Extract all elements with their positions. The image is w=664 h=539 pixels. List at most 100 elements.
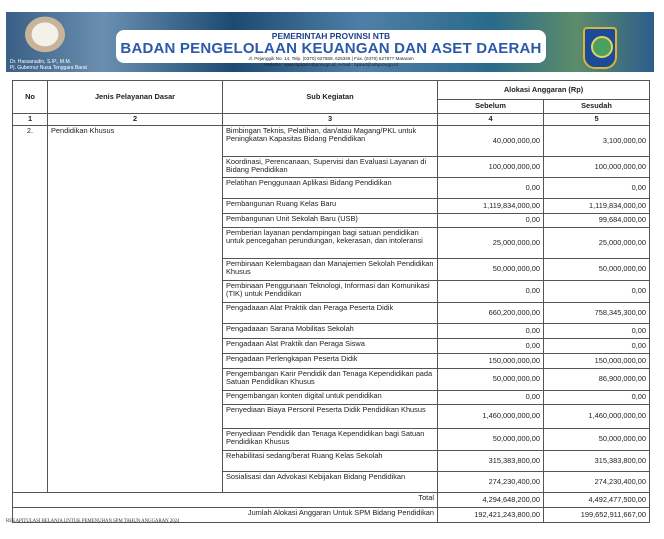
table-row: Pengadaaan Alat Praktik dan Peraga Peser…: [13, 302, 651, 324]
sebelum-value: 50,000,000,00: [437, 258, 544, 281]
grand-total-row: Jumlah Alokasi Anggaran Untuk SPM Bidang…: [12, 507, 651, 523]
sesudah-value: 50,000,000,00: [542, 428, 651, 451]
official-name: Dr. Hassanudin, S.IP., M.M.: [10, 59, 72, 65]
sub-kegiatan: Koordinasi, Perencanaan, Supervisi dan E…: [222, 156, 438, 178]
sebelum-value: 150,000,000,00: [437, 353, 544, 369]
sebelum-value: 0,00: [437, 280, 544, 303]
sebelum-value: 0,00: [437, 213, 544, 228]
website: Website : www.bpkad.ntbprov.go.id, e-mai…: [264, 61, 398, 67]
col-number: 2: [47, 113, 223, 126]
sub-kegiatan: Pengembangan konten digital untuk pendid…: [222, 390, 438, 405]
official-caption: Dr. Hassanudin, S.IP., M.M. Pj. Gubernur…: [10, 59, 87, 71]
sebelum-value: 0,00: [437, 390, 544, 405]
org-line1: PEMERINTAH PROVINSI NTB: [271, 31, 391, 41]
grand-total-sebelum: 192,421,243,800,00: [437, 507, 544, 523]
sub-kegiatan: Sosialisasi dan Advokasi Kebijakan Bidan…: [222, 471, 438, 493]
header-sesudah: Sesudah: [542, 99, 651, 114]
sub-kegiatan: Pengadaaan Sarana Mobilitas Sekolah: [222, 323, 438, 339]
sebelum-value: 1,460,000,000,00: [437, 404, 544, 429]
sesudah-value: 315,383,800,00: [542, 450, 651, 472]
org-line2: BADAN PENGELOLAAN KEUANGAN DAN ASET DAER…: [120, 40, 542, 57]
table-row: Pengadaaan Sarana Mobilitas Sekolah 0,00 0…: [13, 323, 651, 339]
total-sesudah: 4,492,477,500,00: [542, 492, 651, 508]
footer-caption: REKAPITULASI BELANJA UNTUK PEMENUHAN SPM…: [6, 519, 180, 524]
sub-kegiatan: Pengadaaan Alat Praktik dan Peraga Peser…: [222, 302, 438, 324]
group-no: 2.: [12, 125, 48, 493]
sebelum-value: 0,00: [437, 338, 544, 354]
header-sebelum: Sebelum: [437, 99, 544, 114]
sesudah-value: 0,00: [542, 323, 651, 339]
sesudah-value: 3,100,000,00: [542, 125, 651, 157]
sub-kegiatan: Pembangunan Ruang Kelas Baru: [222, 198, 438, 214]
sesudah-value: 1,119,834,000,00: [542, 198, 651, 214]
sebelum-value: 1,119,834,000,00: [437, 198, 544, 214]
group-name: Pendidikan Khusus: [47, 125, 223, 493]
sesudah-value: 758,345,300,00: [542, 302, 651, 324]
sub-kegiatan: Pembangunan Unit Sekolah Baru (USB): [222, 213, 438, 228]
grand-total-label: Jumlah Alokasi Anggaran Untuk SPM Bidang…: [12, 507, 438, 523]
sub-kegiatan: Pengadaan Alat Praktik dan Peraga Siswa: [222, 338, 438, 354]
ntb-crest-logo: [583, 27, 617, 69]
sub-kegiatan: Pengembangan Karir Pendidik dan Tenaga K…: [222, 368, 438, 391]
sebelum-value: 0,00: [437, 177, 544, 199]
sub-kegiatan: Pembinaan Kelembagaan dan Manajemen Seko…: [222, 258, 438, 281]
table-row: Pembinaan Penggunaan Teknologi, Informas…: [13, 280, 651, 303]
sebelum-value: 50,000,000,00: [437, 428, 544, 451]
table-row: Pengembangan konten digital untuk pendid…: [13, 390, 651, 405]
sesudah-value: 86,900,000,00: [542, 368, 651, 391]
table-row: Pengembangan Karir Pendidik dan Tenaga K…: [13, 368, 651, 391]
sesudah-value: 1,460,000,000,00: [542, 404, 651, 429]
col-number: 4: [437, 113, 544, 126]
header-alokasi: Alokasi Anggaran (Rp): [436, 80, 651, 100]
sesudah-value: 0,00: [542, 177, 651, 199]
address: Jl. Pejanggik No. 14, Telp. (0370) 62768…: [248, 56, 414, 61]
official-title: Pj. Gubernur Nusa Tenggara Barat: [10, 65, 87, 71]
col-number: 5: [542, 113, 651, 126]
total-row: Total 4,294,648,200,00 4,492,477,500,00: [12, 492, 651, 508]
col-number: 1: [12, 113, 48, 126]
sesudah-value: 25,000,000,00: [542, 227, 651, 259]
table-row: Sosialisasi dan Advokasi Kebijakan Bidan…: [13, 471, 651, 493]
budget-table: No Jenis Pelayanan Dasar Sub Kegiatan Al…: [12, 80, 651, 523]
sebelum-value: 100,000,000,00: [437, 156, 544, 178]
sub-kegiatan: Bimbingan Teknis, Pelatihan, dan/atau Ma…: [222, 125, 438, 157]
sesudah-value: 0,00: [542, 280, 651, 303]
header-jenis: Jenis Pelayanan Dasar: [47, 80, 223, 114]
sesudah-value: 0,00: [542, 338, 651, 354]
sebelum-value: 0,00: [437, 323, 544, 339]
sub-kegiatan: Pelatihan Penggunaan Aplikasi Bidang Pen…: [222, 177, 438, 199]
total-label: Total: [12, 492, 438, 508]
sub-kegiatan: Penyediaan Pendidik dan Tenaga Kependidi…: [222, 428, 438, 451]
header-no: No: [12, 80, 48, 114]
sesudah-value: 0,00: [542, 390, 651, 405]
sebelum-value: 25,000,000,00: [437, 227, 544, 259]
sesudah-value: 99,684,000,00: [542, 213, 651, 228]
letterhead-banner: Dr. Hassanudin, S.IP., M.M. Pj. Gubernur…: [6, 12, 654, 72]
table-row: Koordinasi, Perencanaan, Supervisi dan E…: [13, 156, 651, 178]
sebelum-value: 660,200,000,00: [437, 302, 544, 324]
sebelum-value: 40,000,000,00: [437, 125, 544, 157]
sebelum-value: 315,383,800,00: [437, 450, 544, 472]
sesudah-value: 150,000,000,00: [542, 353, 651, 369]
sub-kegiatan: Pengadaan Perlengkapan Peserta Didik: [222, 353, 438, 369]
sebelum-value: 274,230,400,00: [437, 471, 544, 493]
table-row: 2. Pendidikan Khusus Bimbingan Teknis, Pel…: [12, 125, 651, 493]
sub-kegiatan: Penyediaan Biaya Personil Peserta Didik …: [222, 404, 438, 429]
sub-kegiatan: Pembinaan Penggunaan Teknologi, Informas…: [222, 280, 438, 303]
sesudah-value: 274,230,400,00: [542, 471, 651, 493]
governor-portrait: [14, 16, 76, 62]
table-row: Pelatihan Penggunaan Aplikasi Bidang Pen…: [13, 177, 651, 199]
sub-kegiatan: Rehabilitasi sedang/berat Ruang Kelas Se…: [222, 450, 438, 472]
table-row: Pemberian layanan pendampingan bagi satu…: [13, 227, 651, 259]
sub-kegiatan: Pemberian layanan pendampingan bagi satu…: [222, 227, 438, 259]
header-sub: Sub Kegiatan: [222, 80, 438, 114]
table-row: Penyediaan Pendidik dan Tenaga Kependidi…: [13, 428, 651, 451]
sesudah-value: 50,000,000,00: [542, 258, 651, 281]
col-number: 3: [222, 113, 438, 126]
letterhead-title: PEMERINTAH PROVINSI NTB BADAN PENGELOLAA…: [116, 30, 546, 67]
total-sebelum: 4,294,648,200,00: [437, 492, 544, 508]
sesudah-value: 100,000,000,00: [542, 156, 651, 178]
table-row: Pengadaan Perlengkapan Peserta Didik 150,…: [13, 353, 651, 369]
table-row: Rehabilitasi sedang/berat Ruang Kelas Se…: [13, 450, 651, 472]
grand-total-sesudah: 199,652,911,667,00: [542, 507, 651, 523]
